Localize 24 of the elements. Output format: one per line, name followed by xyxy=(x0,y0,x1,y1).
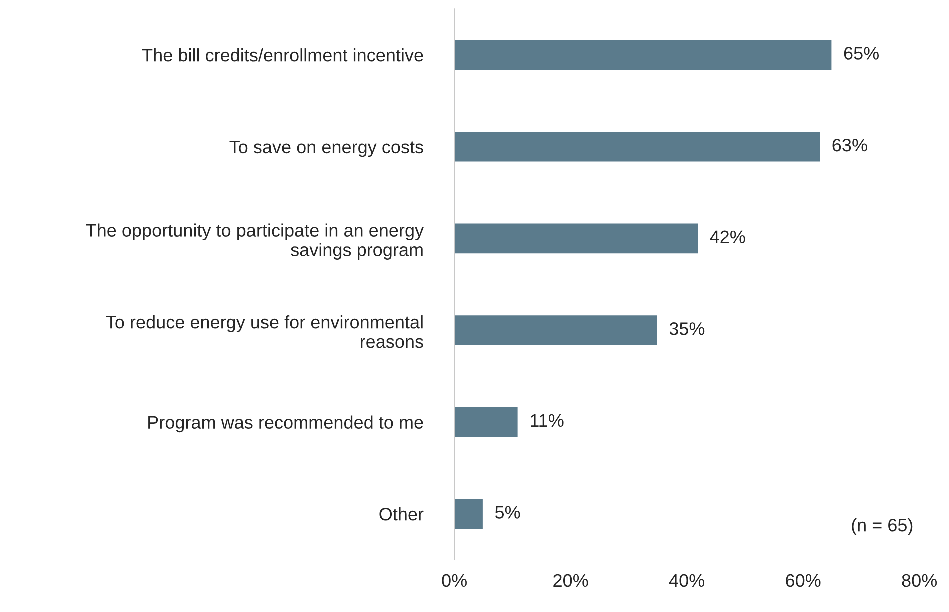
data-label: 65% xyxy=(844,47,879,60)
data-label: 11% xyxy=(531,414,564,428)
annotation: (n = 65) xyxy=(852,518,913,536)
x-tick-label: 20% xyxy=(554,574,588,588)
bar xyxy=(454,130,822,164)
y-tick-label: Program was recommended to me xyxy=(148,416,424,433)
x-tick-label: 40% xyxy=(669,574,705,588)
data-label: 42% xyxy=(710,230,746,244)
bar xyxy=(454,38,834,72)
data-label: 5% xyxy=(495,506,520,519)
y-tick-label: The bill credits/enrollment incentive xyxy=(142,48,424,62)
bar xyxy=(454,314,659,347)
x-tick-label: 0% xyxy=(442,574,467,588)
y-tick-label: The opportunity to participate in an energy savings program xyxy=(86,224,424,260)
x-tick-label: 80% xyxy=(902,574,938,588)
y-tick-label: To reduce energy use for environmental reasons xyxy=(106,316,424,348)
data-label: 35% xyxy=(670,322,705,336)
bar xyxy=(454,222,700,255)
x-tick-label: 60% xyxy=(786,574,821,588)
bar xyxy=(454,406,520,439)
y-tick-label: To save on energy costs xyxy=(230,141,424,158)
y-tick-label: Other xyxy=(380,508,424,521)
data-label: 63% xyxy=(832,138,868,152)
bar xyxy=(454,498,484,530)
